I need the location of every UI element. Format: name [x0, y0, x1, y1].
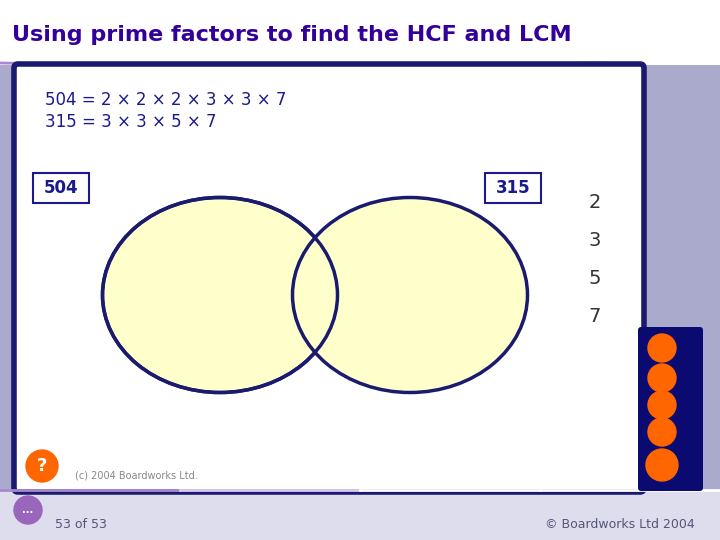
- Bar: [0, 0, 720, 65]
- Text: Using prime factors to find the HCF and LCM: Using prime factors to find the HCF and …: [12, 25, 572, 45]
- FancyBboxPatch shape: [638, 327, 703, 491]
- Circle shape: [648, 391, 676, 419]
- FancyBboxPatch shape: [14, 64, 644, 492]
- Text: ?: ?: [37, 457, 48, 475]
- Ellipse shape: [292, 198, 528, 393]
- Circle shape: [648, 418, 676, 446]
- Text: 315 = 3 × 3 × 5 × 7: 315 = 3 × 3 × 5 × 7: [45, 113, 217, 131]
- Ellipse shape: [102, 198, 338, 393]
- Text: 7: 7: [589, 307, 601, 326]
- Bar: [0, 490, 720, 540]
- Text: (c) 2004 Boardworks Ltd.: (c) 2004 Boardworks Ltd.: [75, 471, 198, 481]
- Circle shape: [646, 449, 678, 481]
- Text: 5: 5: [589, 268, 601, 287]
- FancyBboxPatch shape: [485, 173, 541, 203]
- Text: 53 of 53: 53 of 53: [55, 518, 107, 531]
- Circle shape: [648, 364, 676, 392]
- Text: 504 = 2 × 2 × 2 × 3 × 3 × 7: 504 = 2 × 2 × 2 × 3 × 3 × 7: [45, 91, 287, 109]
- Text: 315: 315: [495, 179, 531, 197]
- Circle shape: [26, 450, 58, 482]
- Circle shape: [14, 496, 42, 524]
- Text: 3: 3: [589, 231, 601, 249]
- Text: 504: 504: [44, 179, 78, 197]
- FancyBboxPatch shape: [33, 173, 89, 203]
- Circle shape: [648, 334, 676, 362]
- Text: © Boardworks Ltd 2004: © Boardworks Ltd 2004: [545, 518, 695, 531]
- Text: 2: 2: [589, 192, 601, 212]
- Text: ...: ...: [22, 505, 34, 515]
